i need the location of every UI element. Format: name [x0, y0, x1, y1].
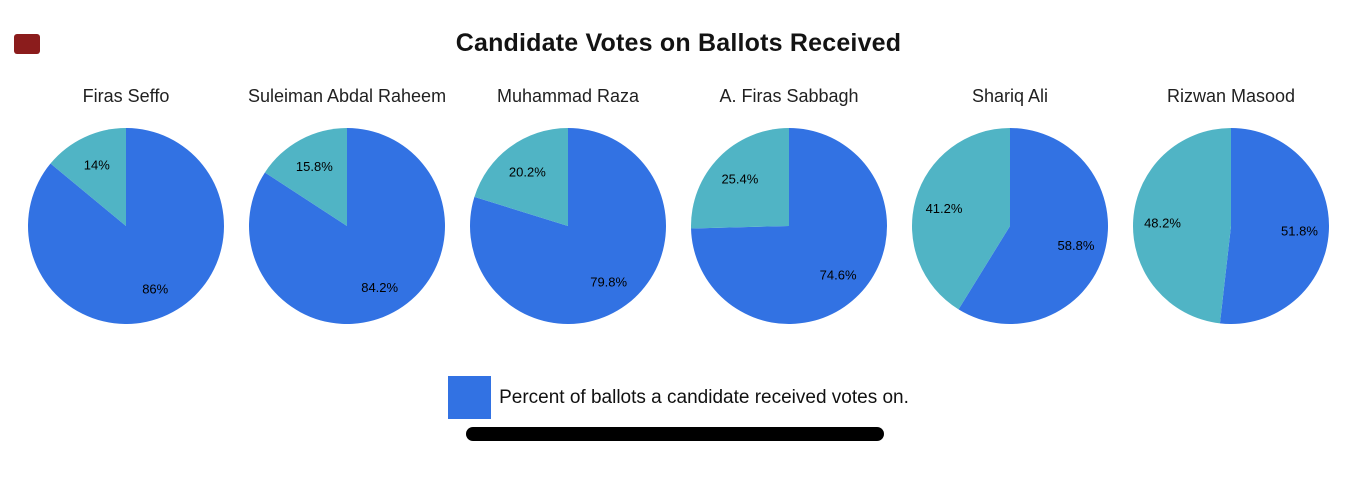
svg-text:41.2%: 41.2%: [926, 201, 963, 216]
candidate-name: Suleiman Abdal Raheem: [247, 86, 447, 106]
pie-graphic[interactable]: 58.8% 41.2%: [912, 128, 1108, 324]
svg-text:84.2%: 84.2%: [361, 280, 398, 295]
legend-swatch-icon: [448, 376, 492, 419]
pie-chart-shariq-ali: Shariq Ali 58.8% 41.2%: [900, 84, 1121, 324]
svg-text:48.2%: 48.2%: [1144, 216, 1181, 231]
svg-text:74.6%: 74.6%: [820, 267, 857, 282]
svg-text:15.8%: 15.8%: [296, 159, 333, 174]
pie-chart-firas-seffo: Firas Seffo 86% 14%: [16, 84, 237, 324]
candidate-name: Shariq Ali: [971, 86, 1049, 106]
svg-text:86%: 86%: [142, 282, 168, 297]
candidate-name: A. Firas Sabbagh: [719, 86, 859, 106]
pie-chart-muhammad-raza: Muhammad Raza 79.8% 20.2%: [458, 84, 679, 324]
pie-graphic[interactable]: 86% 14%: [28, 128, 224, 324]
legend-label: Percent of ballots a candidate received …: [499, 386, 909, 408]
svg-text:14%: 14%: [84, 157, 110, 172]
svg-text:51.8%: 51.8%: [1281, 223, 1318, 238]
pie-chart-rizwan-masood: Rizwan Masood 51.8% 48.2%: [1121, 84, 1342, 324]
svg-text:25.4%: 25.4%: [721, 172, 758, 187]
candidate-name: Muhammad Raza: [496, 86, 640, 106]
legend[interactable]: Percent of ballots a candidate received …: [0, 376, 1357, 419]
red-corner-marker: [14, 34, 40, 54]
candidate-name: Firas Seffo: [82, 86, 170, 106]
pie-charts-row: Firas Seffo 86% 14% Suleiman Abdal Raheem…: [0, 84, 1357, 324]
svg-text:79.8%: 79.8%: [590, 275, 627, 290]
pie-chart-a-firas-sabbagh: A. Firas Sabbagh 74.6% 25.4%: [679, 84, 900, 324]
candidate-name: Rizwan Masood: [1166, 86, 1296, 106]
svg-text:20.2%: 20.2%: [509, 164, 546, 179]
horizontal-scrollbar[interactable]: [465, 427, 884, 441]
pie-graphic[interactable]: 79.8% 20.2%: [470, 128, 666, 324]
pie-graphic[interactable]: 84.2% 15.8%: [249, 128, 445, 324]
pie-graphic[interactable]: 74.6% 25.4%: [691, 128, 887, 324]
pie-graphic[interactable]: 51.8% 48.2%: [1133, 128, 1329, 324]
pie-chart-suleiman-abdal-raheem: Suleiman Abdal Raheem 84.2% 15.8%: [237, 84, 458, 324]
svg-text:58.8%: 58.8%: [1058, 238, 1095, 253]
chart-title: Candidate Votes on Ballots Received: [455, 29, 902, 57]
